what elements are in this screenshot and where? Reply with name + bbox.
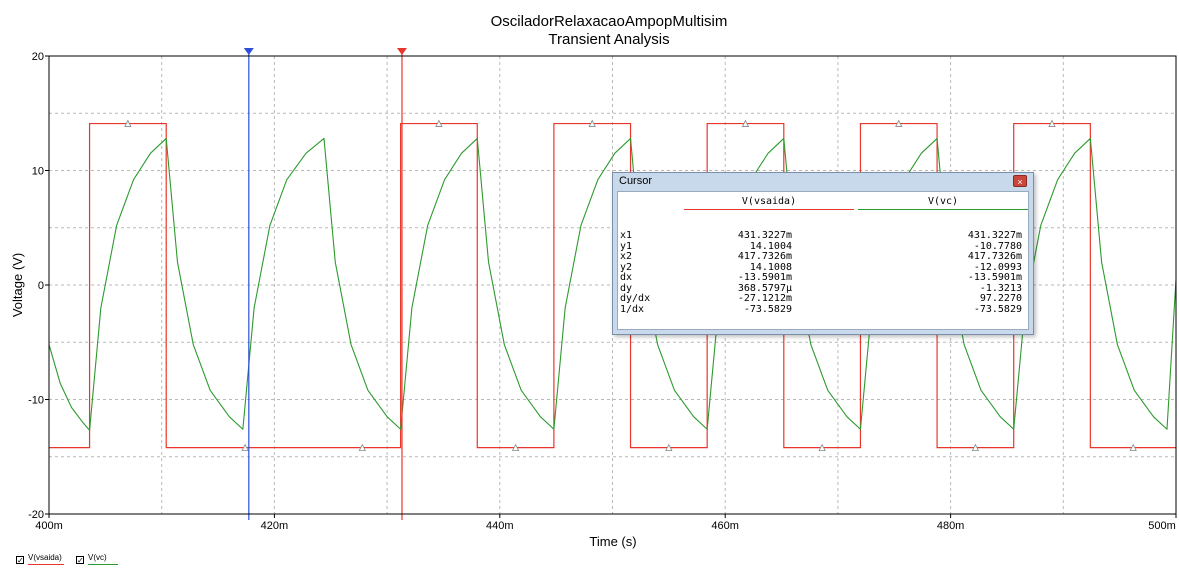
series-marker-vsaida: [1129, 443, 1137, 451]
cursor-row-y2: y2 14.1008 -12.0993: [620, 262, 1022, 273]
cursor-row-label: dy/dx: [620, 293, 651, 304]
series-marker-vsaida: [241, 443, 249, 451]
cursor-row-dy: dy 368.5797µ -1.3213: [620, 283, 1022, 294]
x-tick-label: 440m: [486, 520, 514, 532]
cursor-value-vc: 431.3227m: [967, 230, 1022, 241]
cursor-row-label: dy: [620, 282, 633, 294]
legend-checkbox-vsaida[interactable]: ✓: [16, 556, 24, 565]
cursor-window-titlebar[interactable]: Cursor ×: [613, 173, 1033, 190]
cursor-row-x1: x1 431.3227m 431.3227m: [620, 230, 1022, 241]
series-marker-vsaida: [971, 443, 980, 451]
close-icon[interactable]: ×: [1013, 175, 1027, 187]
cursor-value-vsaida: -27.1212m: [737, 293, 792, 304]
cursor-value-vsaida: 14.1004: [749, 240, 792, 252]
series-marker-vsaida: [1048, 119, 1056, 127]
y-tick-label: -10: [28, 395, 44, 407]
legend-label-vsaida: V(vsaida): [28, 553, 62, 562]
column-line-vc: [858, 209, 1028, 210]
cursor-value-vc: -10.7780: [973, 240, 1022, 252]
column-line-vsaida: [684, 209, 854, 210]
cursor-value-vc: -12.0993: [973, 261, 1022, 273]
cursor-value-vsaida: 368.5797µ: [737, 282, 792, 294]
cursor-window-title: Cursor: [619, 175, 653, 187]
cursor-value-vsaida: 417.7326m: [737, 251, 792, 262]
series-marker-vsaida: [665, 443, 673, 451]
legend-checkbox-vc[interactable]: ✓: [76, 556, 84, 565]
plot-frame: [48, 55, 1177, 515]
x-tick-label: 420m: [261, 520, 289, 532]
legend-line-vc: [88, 564, 118, 565]
cursor-window[interactable]: Cursor × V(vsaida) V(vc) x1 431.3227m 431.…: [612, 172, 1034, 335]
y-tick-label: 10: [32, 166, 44, 178]
series-marker-vsaida: [588, 119, 596, 127]
series-marker-vsaida: [511, 443, 520, 451]
cursor-row-label: dx: [620, 272, 633, 283]
series-line-vsaida: [49, 122, 1176, 449]
cursor-row-y1: y1 14.1004 -10.7780: [620, 241, 1022, 252]
column-header-vsaida: V(vsaida): [741, 196, 797, 207]
x-axis-label: Time (s): [589, 534, 636, 549]
x-tick-label: 400m: [35, 520, 63, 532]
cursor-value-vc: 417.7326m: [967, 251, 1022, 262]
cursor-table: V(vsaida) V(vc) x1 431.3227m 431.3227m y1 14…: [617, 191, 1029, 330]
x-tick-label: 500m: [1148, 520, 1176, 532]
cursor-row-label: x2: [620, 251, 633, 262]
cursor-value-vc: 97.2270: [979, 293, 1022, 304]
cursor-value-vsaida: 14.1008: [749, 261, 792, 273]
cursor-value-vsaida: -73.5829: [743, 303, 792, 315]
y-tick-label: 0: [38, 280, 44, 292]
chart-subtitle: Transient Analysis: [548, 31, 669, 48]
cursor-row-label: y1: [620, 240, 633, 252]
cursor-row-dy-dx: dy/dx -27.1212m 97.2270: [620, 293, 1022, 304]
cursor-layer: [243, 48, 407, 520]
cursor-2-handle[interactable]: [243, 48, 254, 55]
column-header-vc: V(vc): [927, 196, 959, 207]
x-tick-label: 460m: [711, 520, 739, 532]
cursor-row-1-dx: 1/dx -73.5829 -73.5829: [620, 304, 1022, 315]
cursor-row-x2: x2 417.7326m 417.7326m: [620, 251, 1022, 262]
y-tick-label: -20: [28, 509, 44, 521]
cursor-value-vsaida: 431.3227m: [737, 230, 792, 241]
x-tick-label: 480m: [937, 520, 965, 532]
cursor-row-label: x1: [620, 230, 633, 241]
series-marker-vsaida: [895, 119, 903, 127]
series-marker-vsaida: [124, 119, 132, 127]
series-marker-vsaida: [435, 119, 443, 127]
chart-title: OsciladorRelaxacaoAmpopMultisim: [491, 13, 728, 30]
cursor-row-label: y2: [620, 261, 633, 273]
cursor-value-vc: -13.5901m: [967, 272, 1022, 283]
series-marker-vsaida: [358, 443, 366, 451]
series-layer: [48, 119, 1177, 451]
cursor-value-vsaida: -13.5901m: [737, 272, 792, 283]
cursor-value-vc: -1.3213: [979, 282, 1022, 294]
y-axis-label: Voltage (V): [10, 253, 25, 317]
legend-line-vsaida: [28, 564, 64, 565]
cursor-row-label: 1/dx: [620, 303, 645, 315]
cursor-1-handle[interactable]: [396, 48, 407, 55]
series-marker-vsaida: [818, 443, 826, 451]
series-marker-vsaida: [741, 119, 750, 127]
y-tick-label: 20: [32, 51, 44, 63]
legend-label-vc: V(vc): [88, 553, 107, 562]
cursor-row-dx: dx -13.5901m -13.5901m: [620, 272, 1022, 283]
ticks: 400m 420m 440m 460m 480m 500m 20 10 0 -10 -20: [28, 51, 1177, 532]
cursor-value-vc: -73.5829: [973, 303, 1022, 315]
series-line-vc: [48, 137, 1177, 431]
